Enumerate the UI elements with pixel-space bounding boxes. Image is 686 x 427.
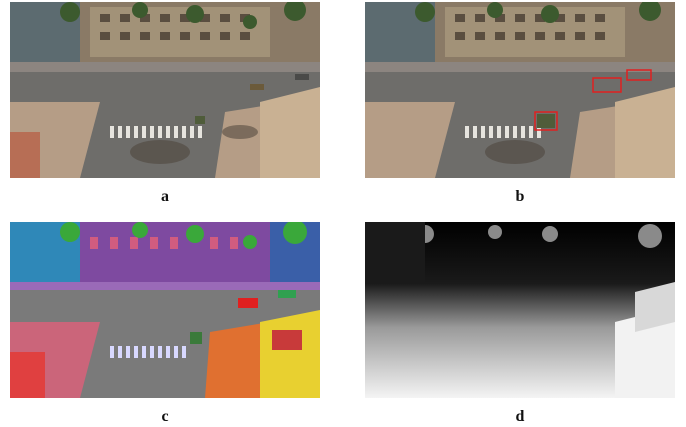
panel-d-depth-image — [365, 222, 675, 398]
panel-d-label: d — [515, 408, 525, 425]
segmentation-scene — [10, 222, 320, 398]
rgb-scene — [10, 2, 320, 178]
detection-scene — [365, 2, 675, 178]
panel-b-detection-image — [365, 2, 675, 178]
panel-c-label: c — [161, 408, 169, 425]
panel-a-rgb-image — [10, 2, 320, 178]
panel-c-segmentation-image — [10, 222, 320, 398]
depth-scene — [365, 222, 675, 398]
panel-a-label: a — [161, 188, 169, 205]
detection-box-vehicle-2 — [592, 77, 622, 93]
detection-box-vehicle-1 — [534, 111, 558, 131]
detection-box-vehicle-3 — [626, 69, 652, 81]
panel-b-label: b — [515, 188, 525, 205]
